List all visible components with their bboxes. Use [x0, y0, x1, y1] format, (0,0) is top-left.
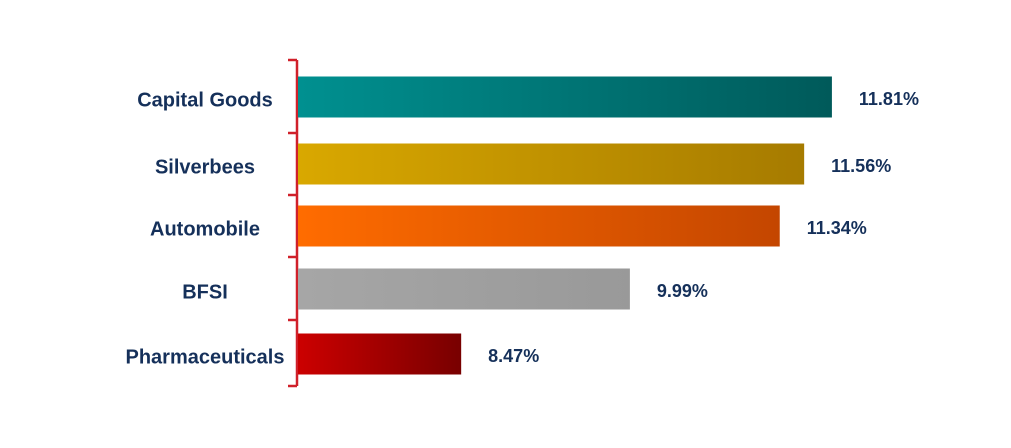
- bracket: [288, 58, 299, 388]
- value-label: 11.56%: [831, 156, 891, 176]
- bar: [298, 333, 462, 375]
- bar: [298, 76, 832, 118]
- bar: [298, 205, 780, 247]
- value-label: 8.47%: [488, 346, 539, 366]
- value-label: 11.34%: [807, 218, 867, 238]
- category-label: Capital Goods: [137, 89, 273, 111]
- category-label: Automobile: [150, 218, 260, 240]
- bar: [298, 268, 630, 310]
- category-label: BFSI: [182, 281, 228, 303]
- category-label: Pharmaceuticals: [126, 346, 285, 368]
- value-label: 11.81%: [859, 89, 919, 109]
- value-label: 9.99%: [657, 281, 708, 301]
- bar: [298, 143, 805, 185]
- category-label: Silverbees: [155, 156, 255, 178]
